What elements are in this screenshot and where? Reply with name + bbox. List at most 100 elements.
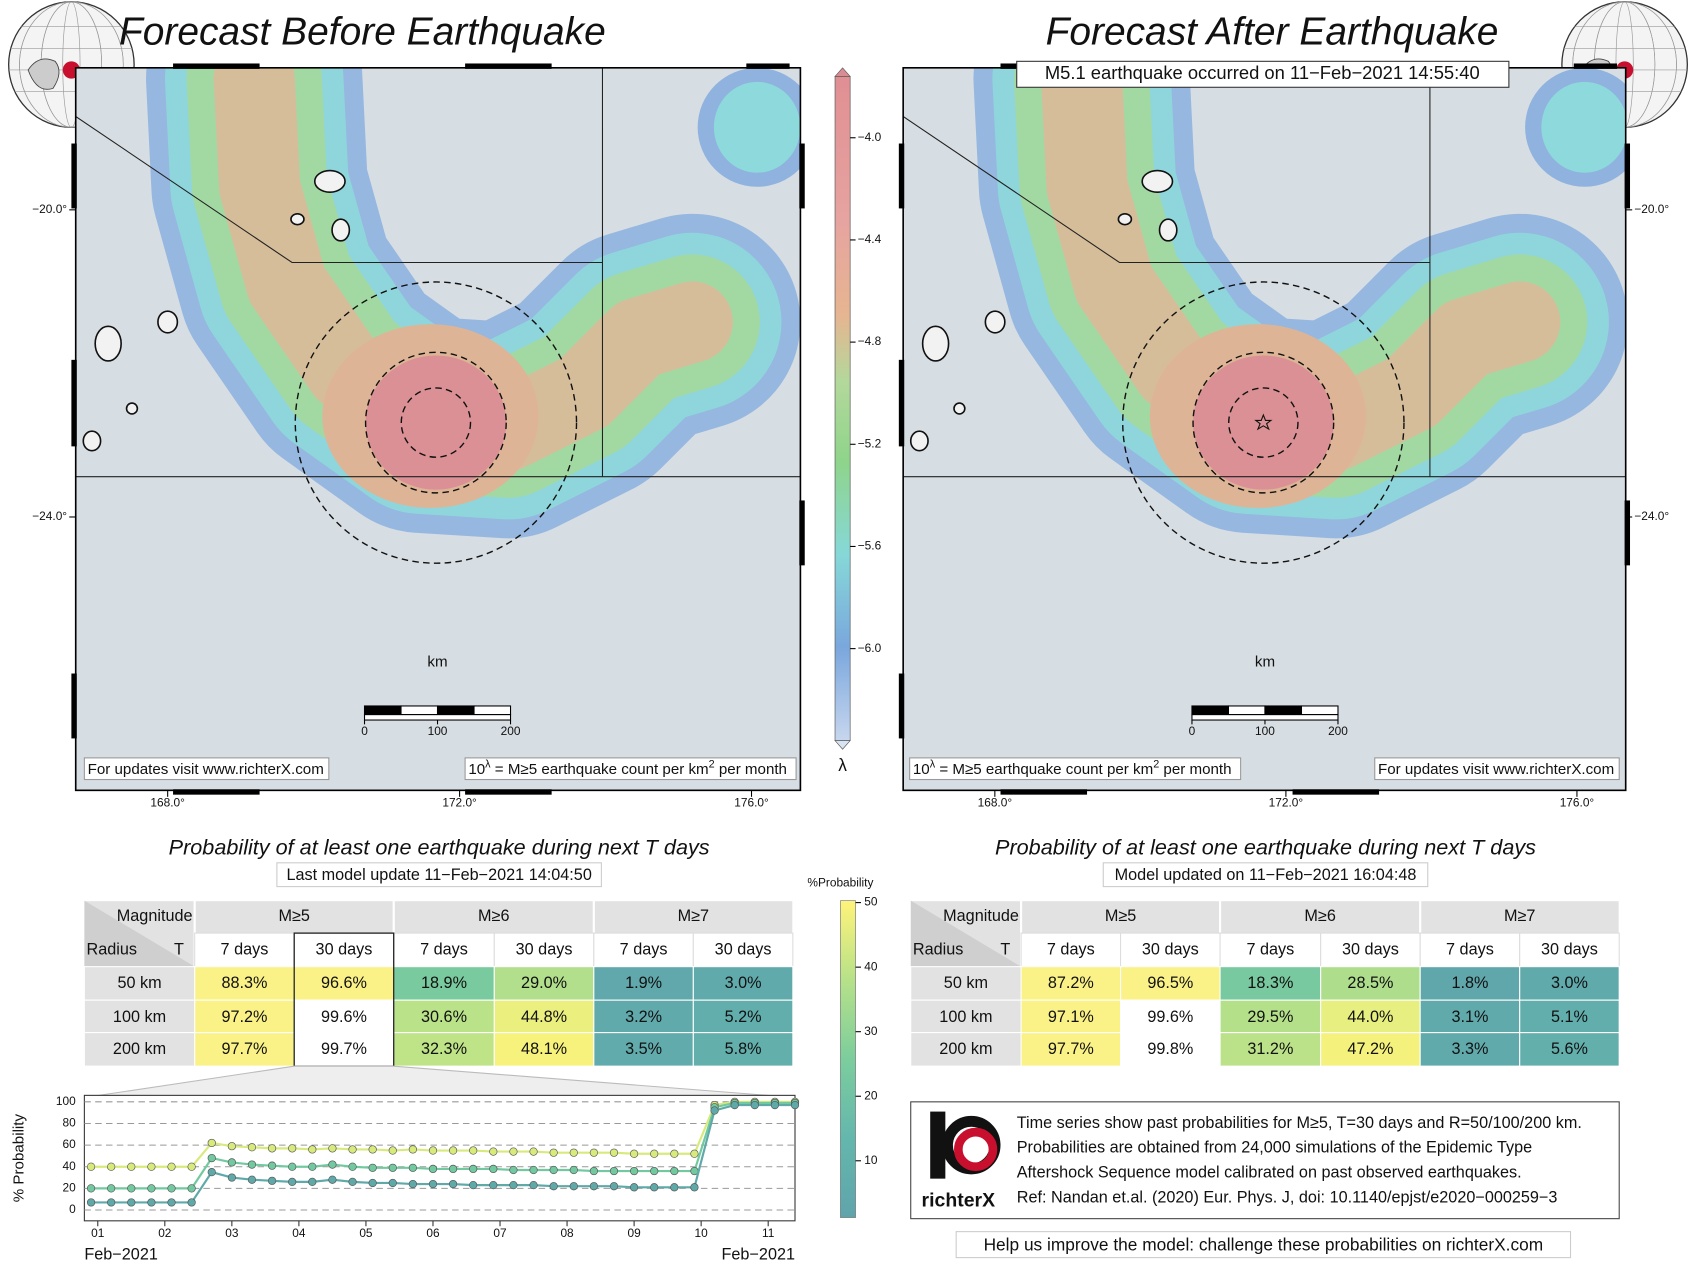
colorbar-label: λ [838,755,847,775]
series-point [308,1162,317,1171]
series-point [650,1166,659,1176]
probability: 18.9% [421,974,467,992]
period-header: 7 days [620,941,668,959]
series-point [650,1183,659,1192]
series-point [348,1162,357,1171]
frame-segment [71,359,77,447]
series-point [408,1163,417,1172]
series-point [589,1148,598,1157]
radius-label: 200 km [939,1040,992,1058]
table-cell [593,999,694,1034]
table-title: Probability of at least one earthquake d… [169,834,710,859]
series-point [388,1178,397,1188]
update-box [276,862,602,888]
unit-note-part: 10 [468,761,485,778]
header-corner: Radius [87,941,138,959]
probability: 3.5% [625,1040,662,1058]
probability: 31.2% [1247,1040,1293,1058]
series-point [670,1183,679,1192]
radius-circle [1192,351,1335,494]
series-point [348,1177,357,1186]
scale-tick-label: 200 [501,724,521,738]
probability: 87.2% [1048,974,1094,992]
period-header: 7 days [1047,941,1095,959]
probability: 3.3% [1451,1040,1488,1058]
island-forecast [713,81,801,173]
scale-segment [1227,705,1266,716]
probability: 5.2% [725,1008,762,1026]
island [909,430,929,452]
period-header: 7 days [221,941,269,959]
footer-box [955,1231,1572,1259]
credit-box [1374,757,1620,781]
series-point [288,1162,297,1171]
probability: 5.8% [725,1040,762,1058]
radius-label: 50 km [944,974,988,992]
x-tick-label: 05 [359,1226,373,1240]
plot-area [83,1094,796,1222]
colorbar-top [834,67,851,77]
probability: 88.3% [221,974,267,992]
continent [27,58,60,90]
colorbar-tick-label: −4.0 [858,130,882,144]
y-tick-label: −20.0° [1634,202,1669,216]
radius-label: 200 km [113,1040,166,1058]
series-point [509,1165,518,1175]
x-tick-label: 172.0° [1269,795,1304,809]
series-point [549,1182,558,1191]
frame-segment [1624,143,1631,209]
period-header: 30 days [516,941,573,959]
radius-circle [294,281,578,564]
table-cell [194,1032,295,1067]
magnitude-header: M≥7 [678,907,709,925]
y-axis-label: % Probability [10,1114,27,1203]
probability: 29.5% [1247,1008,1293,1026]
prob-colorbar [840,900,856,1218]
header-corner: Magnitude [117,907,193,925]
x-tick-label: 02 [158,1226,171,1240]
table-cell [910,999,1022,1034]
x-tick-label: 07 [493,1226,506,1240]
credit: For updates visit www.richterX.com [1378,761,1614,778]
header-cell [1419,932,1521,968]
probability: 3.1% [1451,1008,1488,1026]
table-title: Probability of at least one earthquake d… [995,834,1536,859]
footer: Help us improve the model: challenge the… [984,1234,1544,1254]
island [125,402,139,415]
x-tick-label: 01 [91,1226,105,1240]
credit: For updates visit www.richterX.com [88,761,324,778]
probability: 99.7% [321,1040,367,1058]
header-corner: Radius [913,941,964,959]
x-tick-label: 11 [762,1226,775,1240]
magnitude-header: M≥7 [1504,907,1535,925]
series-point [288,1177,297,1186]
colorbar-tick-label: −4.8 [858,334,882,348]
x-tick-label: 03 [225,1226,239,1240]
probability: 1.9% [625,974,662,992]
series-point [428,1164,438,1174]
scale-segment [1191,705,1230,716]
prob-colorbar-label: %Probability [807,875,873,889]
table-cell [83,966,196,1001]
unit-note: 10λ = M≥5 earthquake count per km2 per m… [468,758,787,778]
y-tick-label: 80 [62,1116,76,1130]
info-line: Time series show past probabilities for … [1017,1114,1582,1132]
frame-segment [799,143,805,209]
annotation: M5.1 earthquake occurred on 11−Feb−2021 … [1045,62,1480,83]
series-point [469,1164,478,1174]
series-point [107,1184,116,1193]
series-point [408,1179,417,1189]
model-update: Last model update 11−Feb−2021 14:04:50 [286,866,591,884]
table-cell [83,999,196,1034]
forecast-peak [1193,355,1334,490]
period-header: 30 days [1142,941,1199,959]
series-point [589,1166,598,1176]
table-cell [493,1032,595,1067]
radius-circle [1122,281,1405,564]
series-point [147,1198,156,1207]
annotation-box [1016,60,1510,88]
period-header: 30 days [316,941,373,959]
frame-segment [1292,789,1380,795]
frame-segment [1624,500,1631,566]
magnitude-header: M≥6 [478,907,509,925]
